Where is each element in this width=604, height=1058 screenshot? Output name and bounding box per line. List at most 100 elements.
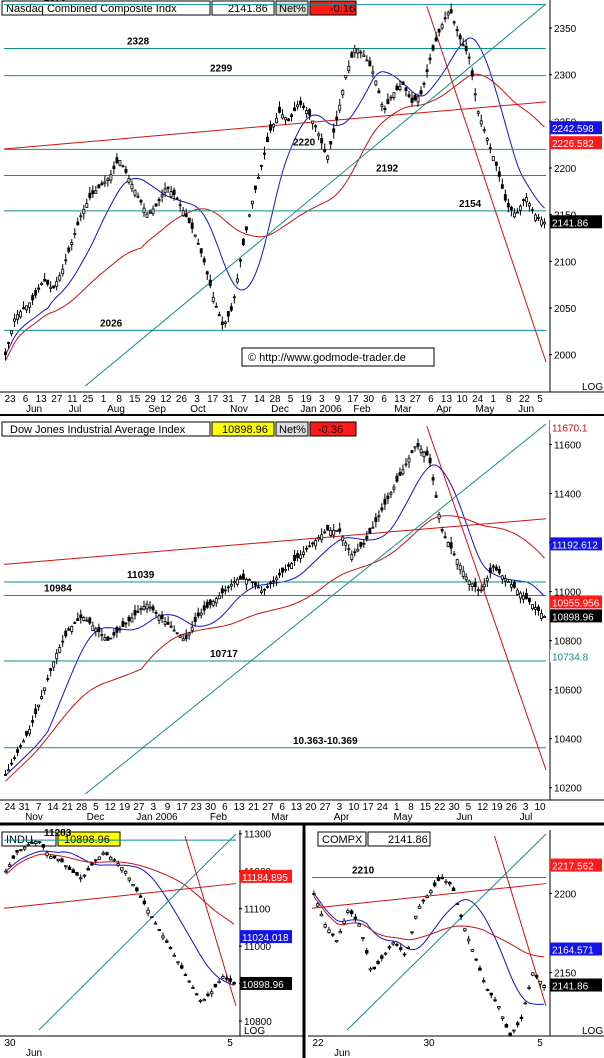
compx-candle-body [383,952,388,955]
indu-candle-body [79,877,83,880]
compx-candle-body [448,882,452,885]
nasdaq-candle-body [368,60,372,67]
nasdaq-candle-body [534,214,537,221]
indu-candle-body [105,852,109,856]
nasdaq-candle-body [28,302,32,308]
dow-candle-body [67,628,71,631]
dow-candle-body [217,595,221,600]
indu-candle-body [217,981,221,984]
nasdaq-candle-body [175,197,179,200]
dow-candle-body [284,568,287,571]
compx-candle-body [463,928,467,932]
compx-candle-body [470,949,475,952]
nasdaq-candle-body [422,82,426,85]
dow-candle-body [94,628,98,632]
nasdaq-x-tick-23: 30 [363,394,375,405]
dow-candle-body [365,535,369,540]
nasdaq-candle-body [193,234,197,237]
dow-candle-body [332,529,336,536]
dow-candle-body [118,628,122,631]
dow-candle-body [521,595,525,600]
compx-annotation-0: 2210 [352,866,375,877]
dow-candle-body [181,638,185,642]
dow-candle-body [61,640,65,643]
nasdaq-candle-body [320,138,324,144]
nasdaq-candle-body [196,243,200,245]
dow-candle-body [500,575,504,580]
nasdaq-candle-body [311,120,315,124]
dow-candle-body [205,601,209,608]
nasdaq-candle-body [7,341,10,344]
nasdaq-candle-body [43,278,47,282]
nasdaq-candle-body [449,9,453,14]
nasdaq-candle-body [226,310,230,317]
indu-candle-body [153,922,158,925]
compx-trendline-teal [346,833,547,1031]
dow-candle-body [247,579,251,581]
dow-candle-body [199,612,203,616]
dow-month-3: Feb [210,812,228,823]
compx-candle-body [387,946,392,949]
dow-candle-body [31,720,35,723]
nasdaq-candle-body [341,89,345,96]
indu-candle-body [206,993,210,997]
dow-marker-3: 10955.956 [552,598,600,609]
nasdaq-candle-body [407,94,411,97]
dow-title: Dow Jones Industrial Average Index [10,424,186,436]
nasdaq-x-tick-17: 28 [269,394,281,405]
indu-candle-body [7,864,12,867]
dow-marker-0: 11670.1 [552,423,588,434]
nasdaq-month-8: Feb [353,404,371,415]
nasdaq-ma-short-line [5,37,545,355]
nasdaq-candle-body [151,208,155,215]
dow-candle-body [232,581,236,584]
nasdaq-candle-body [205,271,209,275]
nasdaq-candle-body [540,219,543,226]
nasdaq-candle-body [220,321,224,326]
nasdaq-candle-body [419,90,423,95]
indu-candle-body [146,909,150,914]
compx-x-tick-2: 5 [537,1038,543,1049]
compx-candle-body [342,920,346,924]
nasdaq-month-9: Mar [394,404,412,415]
indu-x-tick-0: 30 [4,1038,16,1049]
dow-candle-body [350,554,354,560]
dow-candle-body [371,526,375,529]
dow-candle-body [37,704,41,708]
indu-candle-body [165,940,169,943]
dow-candle-body [404,463,408,466]
indu-candle-body [67,866,72,870]
indu-candle-body [11,855,16,859]
dow-candle-body [320,534,324,541]
nasdaq-candle-body [398,86,402,90]
dow-marker-box-3 [550,595,602,609]
dow-candle-body [121,621,125,627]
dow-candle-body [374,517,378,522]
nasdaq-x-tick-2: 13 [36,394,48,405]
nasdaq-candle-body [130,183,134,190]
nasdaq-month-3: Sep [148,404,166,415]
nasdaq-candle-body [275,117,278,124]
nasdaq-candle-body [284,117,287,121]
nasdaq-candle-body [521,199,525,201]
dow-x-tick-32: 5 [466,802,472,813]
indu-candle-body [97,856,102,860]
compx-candle-body [538,980,543,985]
dow-candle-body [106,636,110,641]
dow-candle-body [275,577,278,581]
nasdaq-candle-body [350,52,354,58]
nasdaq-candle-body [85,203,89,208]
dow-candle-body [124,622,128,625]
dow-candle-body [220,588,224,594]
dow-candle-body [178,635,182,638]
dow-candle-body [13,757,16,760]
nasdaq-x-tick-11: 26 [176,394,188,405]
nasdaq-x-tick-12: 3 [194,394,200,405]
nasdaq-candle-body [452,21,456,24]
dow-candle-body [133,610,137,616]
compx-candle-body [527,987,531,989]
compx-candle-body [466,938,471,942]
nasdaq-candle-body [266,136,269,143]
dow-month-2: Jan 2006 [136,812,178,823]
nasdaq-month-2: Aug [107,404,125,415]
